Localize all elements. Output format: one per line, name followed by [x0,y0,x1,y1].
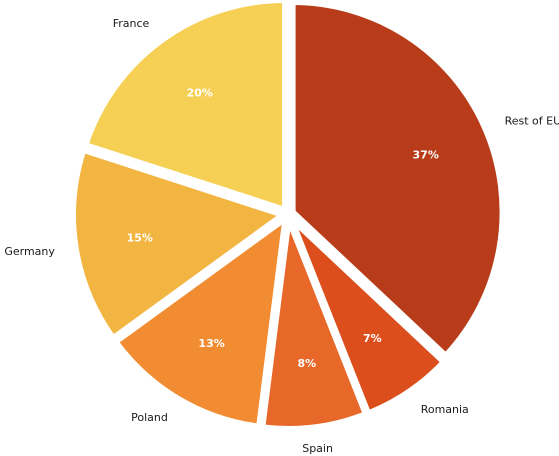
category-label-spain: Spain [302,442,333,455]
percent-label-poland: 13% [198,337,224,350]
pie-slices [70,0,506,432]
percent-label-romania: 7% [363,332,382,345]
category-label-france: France [113,17,150,30]
category-label-poland: Poland [131,411,168,424]
category-labels: Rest of EU Romania Spain Poland Germany Franc… [4,17,559,455]
category-label-romania: Romania [421,403,469,416]
percent-label-germany: 15% [127,232,153,245]
category-label-rest-of-eu: Rest of EU [505,114,559,127]
percent-label-rest-of-eu: 37% [413,148,439,161]
pie-slice-rest-of-eu [289,0,506,361]
pie-slice-germany [70,146,290,343]
pie-slice-poland [111,211,290,431]
category-label-germany: Germany [4,245,55,258]
percent-labels: 37% 7% 8% 13% 15% 20% [127,87,439,370]
pie-slice-spain [258,217,370,432]
percent-label-france: 20% [187,87,213,100]
pie-slice-france [81,0,289,215]
percent-label-spain: 8% [297,357,316,370]
